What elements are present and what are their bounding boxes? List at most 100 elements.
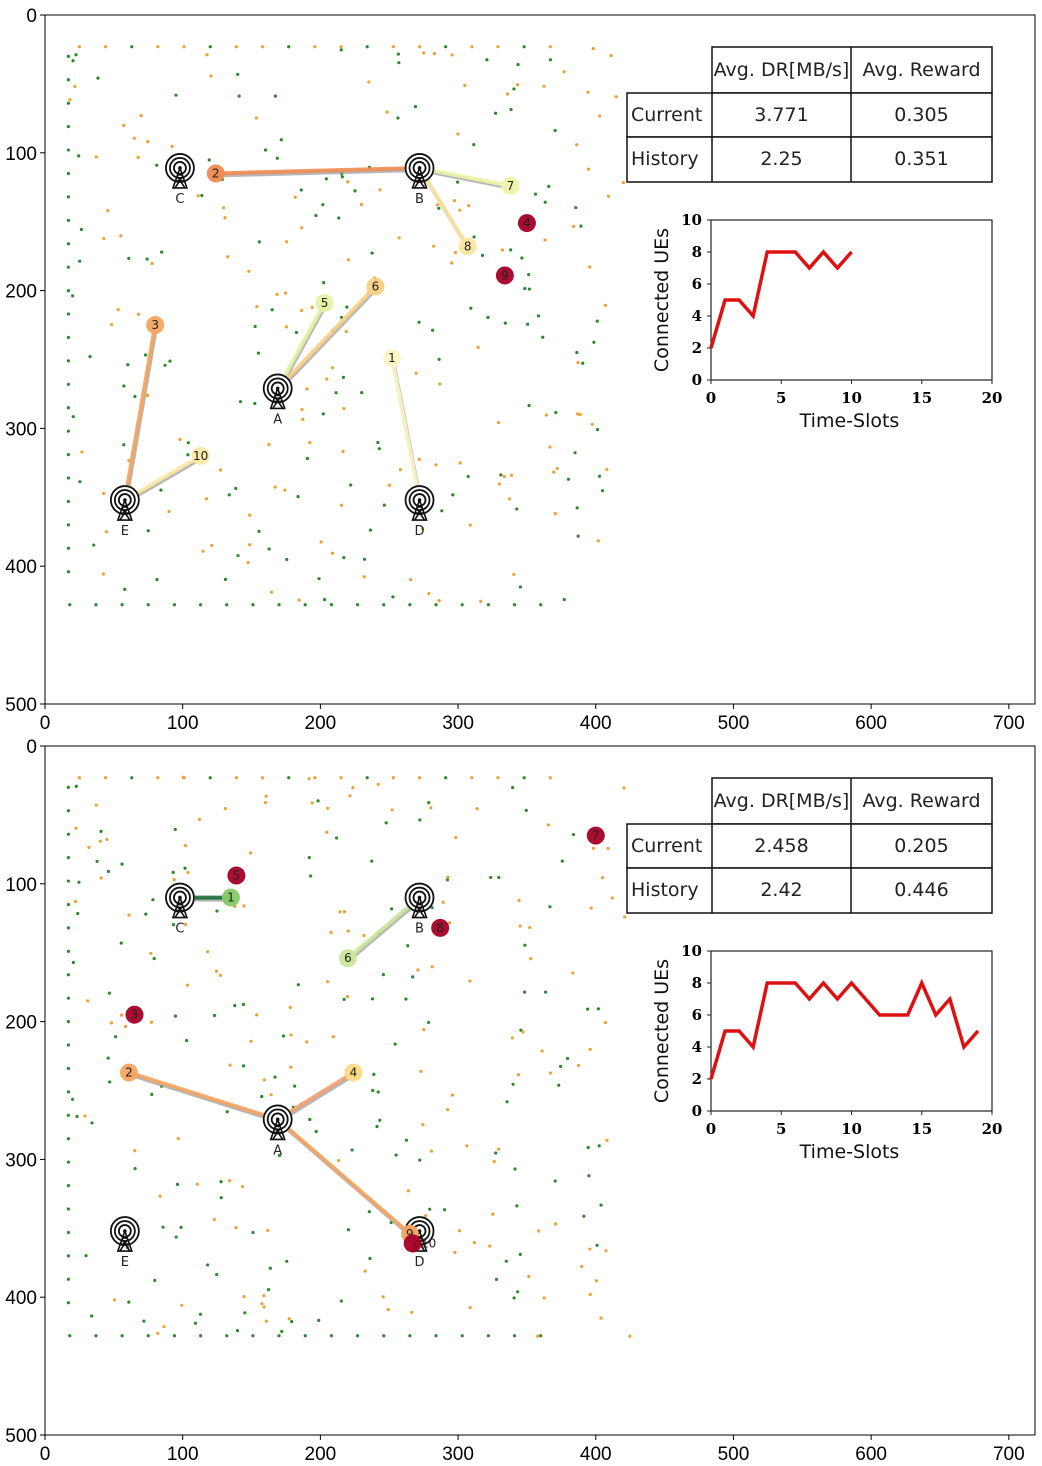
green-dot xyxy=(437,357,441,361)
inset-x-tick-label: 20 xyxy=(982,1120,1003,1138)
orange-dot xyxy=(586,90,590,94)
green-dot xyxy=(378,1118,382,1122)
green-dot xyxy=(66,1090,71,1094)
orange-dot xyxy=(186,870,190,875)
green-dot xyxy=(127,256,131,260)
orange-dot xyxy=(423,1214,428,1218)
ue-5: 5 xyxy=(315,294,334,313)
green-dot xyxy=(290,1319,294,1324)
green-dot xyxy=(126,363,130,367)
orange-dot xyxy=(576,360,580,365)
green-dot xyxy=(596,1007,601,1011)
green-dot xyxy=(571,832,576,837)
orange-dot xyxy=(521,1030,525,1034)
green-dot xyxy=(257,240,261,244)
green-dot xyxy=(430,328,435,332)
orange-dot xyxy=(497,482,501,486)
orange-dot xyxy=(325,377,329,381)
table-cell: 0.205 xyxy=(894,835,948,857)
orange-dot xyxy=(430,965,434,969)
table-row-label: Current xyxy=(631,104,702,126)
orange-dot xyxy=(242,904,246,908)
link-ue-8-to-B xyxy=(417,165,470,249)
orange-dot xyxy=(622,915,627,919)
green-dot xyxy=(241,1002,246,1007)
orange-dot xyxy=(136,312,141,316)
signal-ring-icon xyxy=(412,890,427,905)
orange-dot xyxy=(172,878,176,882)
green-dot xyxy=(275,156,279,160)
green-dot xyxy=(66,242,71,246)
tower-icon xyxy=(411,165,428,189)
green-dot xyxy=(355,1334,360,1338)
data-point xyxy=(724,1030,726,1032)
orange-dot xyxy=(269,1093,273,1097)
green-dot xyxy=(504,1259,508,1263)
orange-dot xyxy=(319,540,323,544)
green-dot xyxy=(205,1263,210,1267)
green-dot xyxy=(133,394,137,399)
green-dot xyxy=(372,1072,376,1076)
orange-dot xyxy=(621,180,626,185)
path-dot xyxy=(313,45,317,49)
orange-dot xyxy=(285,240,289,244)
orange-dot xyxy=(310,801,314,805)
signal-ring-icon xyxy=(262,1104,293,1135)
orange-dot xyxy=(106,208,110,213)
green-dot xyxy=(595,319,599,323)
green-dot xyxy=(122,443,126,447)
y-tick-label: 300 xyxy=(5,419,37,440)
orange-dot xyxy=(226,255,230,259)
green-dot xyxy=(296,495,300,499)
signal-ring-icon xyxy=(412,161,427,175)
green-dot xyxy=(68,603,72,607)
green-dot xyxy=(251,1334,255,1338)
path-dot xyxy=(417,776,422,780)
orange-dot xyxy=(488,1244,492,1248)
orange-dot xyxy=(416,968,420,972)
green-dot xyxy=(560,859,564,863)
x-tick-label: 700 xyxy=(993,1444,1025,1465)
data-point xyxy=(851,251,852,253)
signal-ring-icon xyxy=(165,153,195,183)
x-tick-label: 0 xyxy=(40,713,51,734)
green-dot xyxy=(273,94,277,98)
path-dot xyxy=(470,45,474,49)
green-dot xyxy=(520,256,524,260)
path-dot xyxy=(156,776,160,780)
green-dot xyxy=(66,949,71,953)
signal-ring-icon xyxy=(173,890,187,905)
base-station-label: A xyxy=(273,1143,282,1158)
orange-dot xyxy=(537,1229,541,1233)
path-dot xyxy=(522,776,526,780)
orange-dot xyxy=(184,922,188,927)
green-dot xyxy=(428,1207,432,1211)
green-dot xyxy=(174,93,178,97)
inset-x-tick-label: 5 xyxy=(776,389,786,407)
green-dot xyxy=(341,375,346,379)
green-dot xyxy=(66,289,71,293)
orange-dot xyxy=(496,1147,501,1151)
ue-marker xyxy=(431,918,450,937)
table-cell: 2.25 xyxy=(760,148,802,170)
orange-dot xyxy=(472,1241,477,1245)
table-header: Avg. DR[MB/s] xyxy=(714,59,850,81)
orange-dot xyxy=(359,203,364,207)
ue-marker xyxy=(495,266,514,285)
green-dot xyxy=(66,499,71,504)
y-tick-label: 100 xyxy=(5,875,37,896)
green-dot xyxy=(66,148,71,152)
inset-y-tick-label: 10 xyxy=(681,211,702,229)
orange-dot xyxy=(263,800,268,805)
table-cell: 2.42 xyxy=(760,879,802,901)
green-dot xyxy=(173,1014,178,1018)
orange-dot xyxy=(553,512,557,516)
orange-dot xyxy=(287,1317,291,1321)
green-dot xyxy=(442,1208,447,1212)
x-tick-label: 500 xyxy=(718,1444,750,1465)
orange-dot xyxy=(496,420,501,425)
green-dot xyxy=(367,1210,371,1214)
green-dot xyxy=(355,603,360,607)
green-dot xyxy=(340,175,344,179)
signal-ring-icon xyxy=(408,157,431,179)
